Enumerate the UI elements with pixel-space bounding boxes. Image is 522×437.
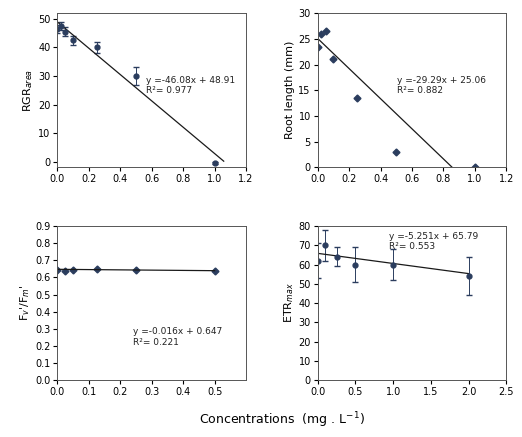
Y-axis label: RGR$_{area}$: RGR$_{area}$	[21, 69, 35, 112]
Y-axis label: Root length (mm): Root length (mm)	[286, 41, 295, 139]
Y-axis label: F$_{v}$'/F$_{m}$': F$_{v}$'/F$_{m}$'	[18, 285, 32, 321]
Text: y =-46.08x + 48.91
R²= 0.977: y =-46.08x + 48.91 R²= 0.977	[146, 76, 235, 95]
Text: Concentrations  (mg . L$^{-1}$): Concentrations (mg . L$^{-1}$)	[199, 411, 365, 430]
Text: y =-0.016x + 0.647
R²= 0.221: y =-0.016x + 0.647 R²= 0.221	[133, 327, 222, 347]
Y-axis label: ETR$_{max}$: ETR$_{max}$	[282, 283, 295, 323]
Text: y =-29.29x + 25.06
R²= 0.882: y =-29.29x + 25.06 R²= 0.882	[397, 76, 486, 95]
Text: y =-5.251x + 65.79
R²= 0.553: y =-5.251x + 65.79 R²= 0.553	[389, 232, 479, 251]
